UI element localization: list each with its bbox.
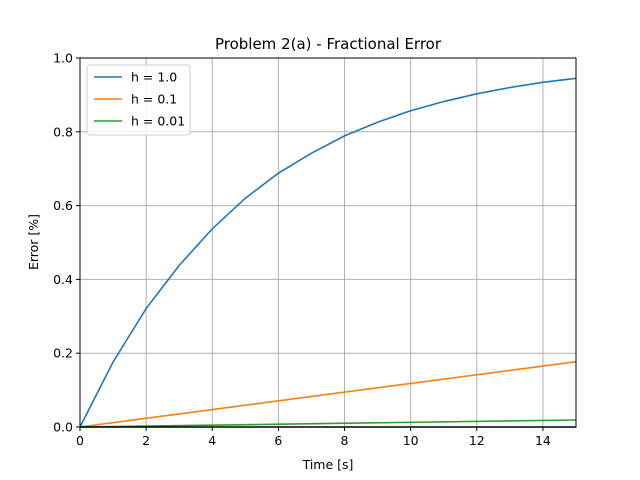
x-tick-label: 6	[274, 433, 282, 448]
legend-box	[86, 64, 191, 136]
x-tick-label: 4	[208, 433, 216, 448]
x-tick-label: 0	[76, 433, 84, 448]
legend-label-2: h = 0.1	[131, 92, 177, 107]
y-tick-label: 0.0	[53, 420, 73, 435]
x-tick-label: 8	[341, 433, 349, 448]
series-line-1	[79, 77, 577, 428]
y-tick-label: 0.8	[53, 124, 73, 139]
y-tick-label: 0.4	[53, 272, 73, 287]
series-line-2	[79, 360, 577, 428]
series-line-3	[79, 419, 577, 428]
x-tick-label: 2	[142, 433, 150, 448]
x-tick-label: 12	[469, 433, 485, 448]
x-tick-label: 10	[403, 433, 419, 448]
y-tick-label: 0.2	[53, 346, 73, 361]
y-tick-label: 1.0	[53, 51, 73, 66]
axis-ticks: 0 2 4 6 8 10 12 14 0.0 0.2 0.4 0.6 0.8 1.0	[53, 51, 551, 449]
chart-title: Problem 2(a) - Fractional Error	[215, 35, 442, 53]
x-axis-label: Time [s]	[302, 457, 354, 472]
x-tick-label: 14	[535, 433, 551, 448]
legend: h = 1.0 h = 0.1 h = 0.01	[86, 64, 191, 136]
y-axis-label: Error [%]	[26, 214, 41, 270]
legend-label-3: h = 0.01	[131, 114, 185, 129]
plot-frame	[79, 57, 577, 428]
legend-label-1: h = 1.0	[131, 70, 177, 85]
y-tick-label: 0.6	[53, 198, 73, 213]
